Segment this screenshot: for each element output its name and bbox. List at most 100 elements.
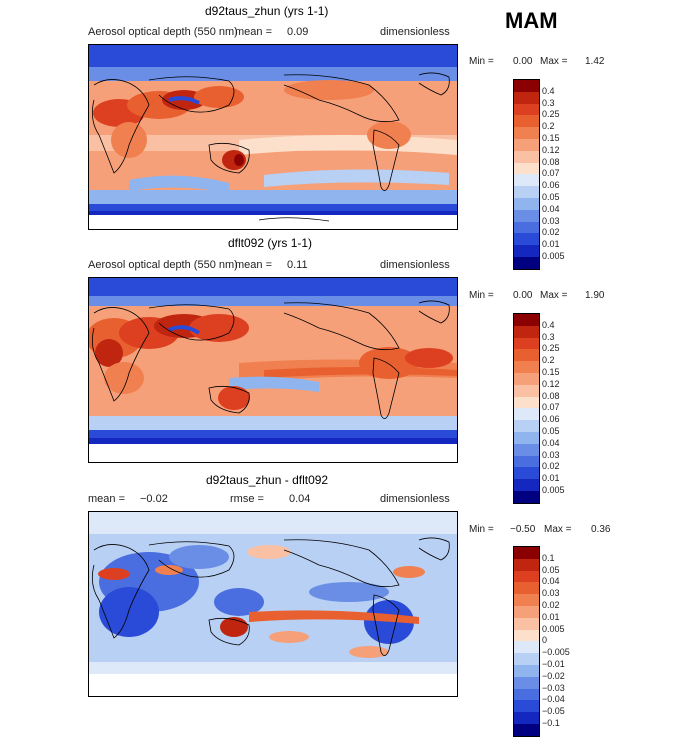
colorbar-swatch [514, 314, 539, 326]
panel3-max-value: 0.36 [591, 524, 611, 535]
colorbar-swatch [514, 594, 539, 606]
panel1-mean-label: mean = [235, 26, 272, 38]
colorbar-swatch [514, 547, 539, 559]
panel1-title: d92taus_zhun (yrs 1-1) [205, 4, 329, 18]
colorbar-tick-label: 0.01 [542, 611, 560, 622]
colorbar-tick-label: 0.08 [542, 390, 560, 401]
colorbar-tick-label: 0.3 [542, 97, 555, 108]
panel2-colorbar [513, 313, 540, 504]
colorbar-swatch [514, 221, 539, 234]
colorbar-swatch [514, 558, 539, 571]
colorbar-swatch [514, 197, 539, 210]
colorbar-swatch [514, 408, 539, 421]
colorbar-swatch [514, 384, 539, 397]
panel2-min-value: 0.00 [513, 290, 533, 301]
panel2-title: dflt092 (yrs 1-1) [228, 236, 313, 250]
colorbar-swatch [514, 443, 539, 456]
panel1-min-value: 0.00 [513, 56, 533, 67]
colorbar-swatch [514, 325, 539, 338]
panel1-units: dimensionless [380, 26, 450, 38]
colorbar-tick-label: 0.01 [542, 473, 560, 484]
panel3-max-label: Max = [544, 524, 572, 535]
colorbar-tick-label: 0.02 [542, 600, 560, 610]
colorbar-swatch [514, 676, 539, 689]
colorbar-swatch [514, 127, 539, 139]
panel3-map [88, 511, 458, 697]
colorbar-tick-label: 0.2 [542, 121, 555, 132]
colorbar-swatch [514, 115, 539, 128]
colorbar-tick-label: 0.05 [542, 564, 560, 575]
colorbar-swatch [514, 420, 539, 432]
colorbar-tick-label: 0.005 [542, 623, 565, 634]
panel2-mean-value: 0.11 [287, 259, 308, 271]
colorbar-tick-label: 0.15 [542, 367, 560, 377]
colorbar-swatch [514, 174, 539, 187]
colorbar-tick-label: 0.25 [542, 109, 560, 120]
panel1-max-label: Max = [540, 56, 568, 67]
colorbar-tick-label: 0.05 [542, 192, 560, 202]
colorbar-tick-label: −0.02 [542, 670, 565, 681]
colorbar-tick-label: 0.04 [542, 203, 560, 214]
colorbar-swatch [514, 617, 539, 630]
panel1-min-label: Min = [469, 56, 494, 67]
panel3-title: d92taus_zhun - dflt092 [206, 473, 329, 487]
colorbar-tick-label: −0.1 [542, 718, 560, 728]
colorbar-tick-label: 0.04 [542, 576, 560, 587]
season-label: MAM [505, 8, 558, 33]
colorbar-tick-label: 0.05 [542, 426, 560, 436]
panel3-mean-label: mean = [88, 493, 125, 505]
colorbar-swatch [514, 629, 539, 642]
colorbar-tick-label: 0.15 [542, 133, 560, 143]
colorbar-swatch [514, 162, 539, 175]
colorbar-swatch [514, 582, 539, 595]
panel3-min-value: −0.50 [510, 524, 536, 535]
colorbar-tick-label: 0.03 [542, 215, 560, 226]
colorbar-tick-label: 0.04 [542, 437, 560, 448]
colorbar-swatch [514, 712, 539, 724]
panel1-max-value: 1.42 [585, 56, 605, 67]
panel3-rmse-label: rmse = [230, 493, 264, 505]
panel2-max-label: Max = [540, 290, 568, 301]
colorbar-swatch [514, 455, 539, 468]
colorbar-tick-label: 0.12 [542, 378, 560, 389]
colorbar-swatch [514, 431, 539, 444]
colorbar-tick-label: 0.005 [542, 485, 565, 495]
panel3-rmse-value: 0.04 [289, 493, 311, 505]
colorbar-swatch [514, 245, 539, 257]
panel2-units: dimensionless [380, 259, 450, 271]
colorbar-swatch [514, 337, 539, 350]
colorbar-tick-label: 0.2 [542, 355, 555, 366]
panel2-map [88, 277, 458, 463]
colorbar-tick-label: 0.06 [542, 180, 560, 191]
colorbar-swatch [514, 641, 539, 654]
panel2-max-value: 1.90 [585, 290, 605, 301]
colorbar-tick-label: 0.02 [542, 461, 560, 472]
colorbar-swatch [514, 653, 539, 665]
colorbar-swatch [514, 723, 539, 736]
colorbar-tick-label: 0.005 [542, 251, 565, 261]
colorbar-swatch [514, 233, 539, 246]
colorbar-tick-label: 0.03 [542, 449, 560, 460]
colorbar-tick-label: 0.25 [542, 343, 560, 354]
panel3-mean-value: −0.02 [140, 493, 168, 505]
colorbar-tick-label: 0.1 [542, 552, 555, 563]
panel2-mean-label: mean = [235, 259, 272, 271]
colorbar-tick-label: 0.4 [542, 85, 555, 96]
colorbar-swatch [514, 138, 539, 151]
colorbar-tick-label: 0.06 [542, 414, 560, 425]
colorbar-swatch [514, 91, 539, 104]
panel2-variable: Aerosol optical depth (550 nm) [88, 259, 238, 271]
colorbar-tick-label: 0.08 [542, 156, 560, 167]
colorbar-swatch [514, 150, 539, 163]
colorbar-swatch [514, 570, 539, 583]
colorbar-swatch [514, 209, 539, 222]
colorbar-tick-label: −0.03 [542, 682, 565, 693]
colorbar-tick-label: 0.3 [542, 331, 555, 342]
panel3-colorbar [513, 546, 540, 737]
colorbar-tick-label: 0.01 [542, 239, 560, 250]
colorbar-swatch [514, 467, 539, 480]
colorbar-swatch [514, 605, 539, 618]
colorbar-tick-label: −0.01 [542, 659, 565, 669]
colorbar-tick-label: −0.005 [542, 647, 570, 658]
panel3-units: dimensionless [380, 493, 450, 505]
